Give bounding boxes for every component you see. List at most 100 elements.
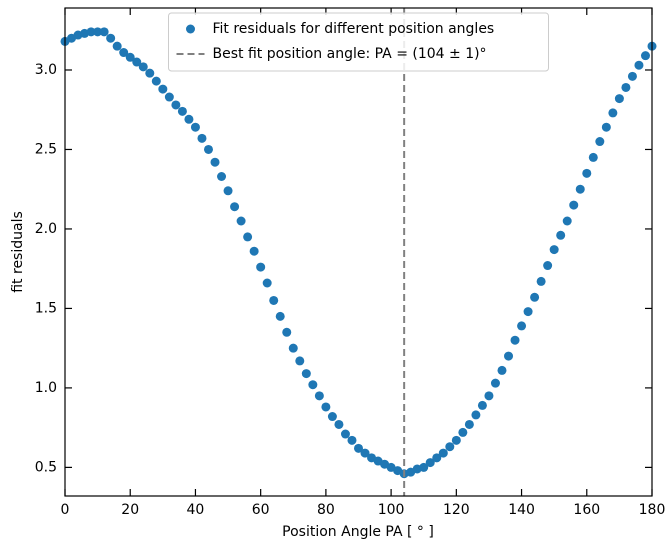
- data-point: [223, 186, 233, 196]
- data-point: [203, 144, 213, 154]
- x-tick-label: 180: [639, 502, 666, 518]
- data-point: [523, 307, 533, 317]
- data-point: [458, 427, 468, 437]
- data-point: [217, 171, 227, 181]
- data-point: [614, 94, 624, 104]
- data-point: [438, 448, 448, 458]
- x-axis-label: Position Angle PA [ ° ]: [282, 524, 434, 540]
- x-tick-label: 0: [61, 502, 70, 518]
- data-point: [145, 68, 155, 78]
- data-point: [627, 71, 637, 81]
- data-point: [432, 453, 442, 463]
- y-tick-label: 2.5: [35, 141, 57, 157]
- data-point: [230, 202, 240, 212]
- data-point: [321, 402, 331, 412]
- y-axis-label: fit residuals: [10, 211, 26, 293]
- data-point: [464, 419, 474, 429]
- x-tick-label: 160: [573, 502, 600, 518]
- data-point: [595, 137, 605, 147]
- data-point: [119, 48, 129, 58]
- data-point: [582, 168, 592, 178]
- legend-box: [168, 12, 549, 72]
- data-point: [640, 51, 650, 61]
- data-point: [125, 52, 135, 62]
- data-point: [256, 262, 266, 272]
- data-point: [236, 216, 246, 226]
- data-point: [451, 435, 461, 445]
- data-point: [419, 462, 429, 472]
- legend-marker: [186, 24, 195, 34]
- x-tick-label: 80: [317, 502, 335, 518]
- data-point: [562, 216, 572, 226]
- data-point: [588, 152, 598, 162]
- data-point: [269, 295, 279, 305]
- data-point: [621, 82, 631, 92]
- legend-label: Fit residuals for different position ang…: [213, 21, 495, 37]
- data-point: [99, 27, 109, 37]
- x-tick-label: 20: [121, 502, 139, 518]
- y-tick-label: 3.0: [35, 62, 57, 78]
- data-point: [295, 356, 305, 366]
- data-point: [530, 292, 540, 302]
- data-point: [601, 122, 611, 132]
- data-point: [210, 157, 220, 167]
- data-point: [171, 100, 181, 110]
- data-point: [517, 321, 527, 331]
- data-point: [288, 343, 298, 353]
- x-tick-label: 40: [187, 502, 205, 518]
- data-point: [334, 419, 344, 429]
- data-point: [497, 365, 507, 375]
- data-point: [347, 435, 357, 445]
- data-point: [608, 108, 618, 118]
- data-point: [510, 335, 520, 345]
- data-point: [484, 391, 494, 401]
- data-point: [340, 429, 350, 439]
- data-point: [93, 27, 103, 37]
- data-point: [445, 442, 455, 452]
- data-point: [556, 230, 566, 240]
- data-point: [536, 276, 546, 286]
- data-point: [354, 443, 363, 453]
- data-point: [132, 57, 142, 67]
- y-tick-label: 2.0: [35, 221, 57, 237]
- data-point: [112, 41, 122, 51]
- data-point: [425, 458, 435, 468]
- data-point: [177, 106, 187, 116]
- data-point: [634, 60, 644, 70]
- data-point: [151, 76, 161, 86]
- data-point: [249, 246, 259, 256]
- data-point: [184, 114, 194, 124]
- y-tick-label: 0.5: [35, 459, 57, 475]
- x-tick-label: 100: [378, 502, 405, 518]
- y-tick-label: 1.0: [35, 380, 57, 396]
- data-point: [549, 245, 559, 255]
- data-point: [282, 327, 292, 337]
- plot-frame: [64, 7, 653, 497]
- data-point: [575, 184, 585, 194]
- data-point: [158, 84, 168, 94]
- x-tick-label: 60: [252, 502, 270, 518]
- legend-label: Best fit position angle: PA = (104 ± 1)°: [213, 46, 487, 62]
- data-point: [138, 62, 148, 72]
- data-point: [471, 410, 481, 420]
- x-tick-label: 140: [508, 502, 535, 518]
- data-point: [190, 122, 200, 132]
- data-point: [243, 232, 253, 242]
- data-point: [308, 380, 318, 390]
- y-tick-label: 1.5: [35, 300, 57, 316]
- data-point: [490, 378, 500, 388]
- data-point: [301, 369, 311, 379]
- data-point: [569, 200, 579, 210]
- data-point: [504, 351, 514, 361]
- data-point: [106, 33, 116, 43]
- data-point: [477, 400, 487, 410]
- data-point: [314, 391, 324, 401]
- data-point: [197, 133, 207, 143]
- data-point: [86, 27, 96, 37]
- data-point: [164, 92, 174, 102]
- data-point: [327, 412, 337, 422]
- data-point: [543, 261, 553, 271]
- data-point: [275, 311, 285, 321]
- x-tick-label: 120: [443, 502, 470, 518]
